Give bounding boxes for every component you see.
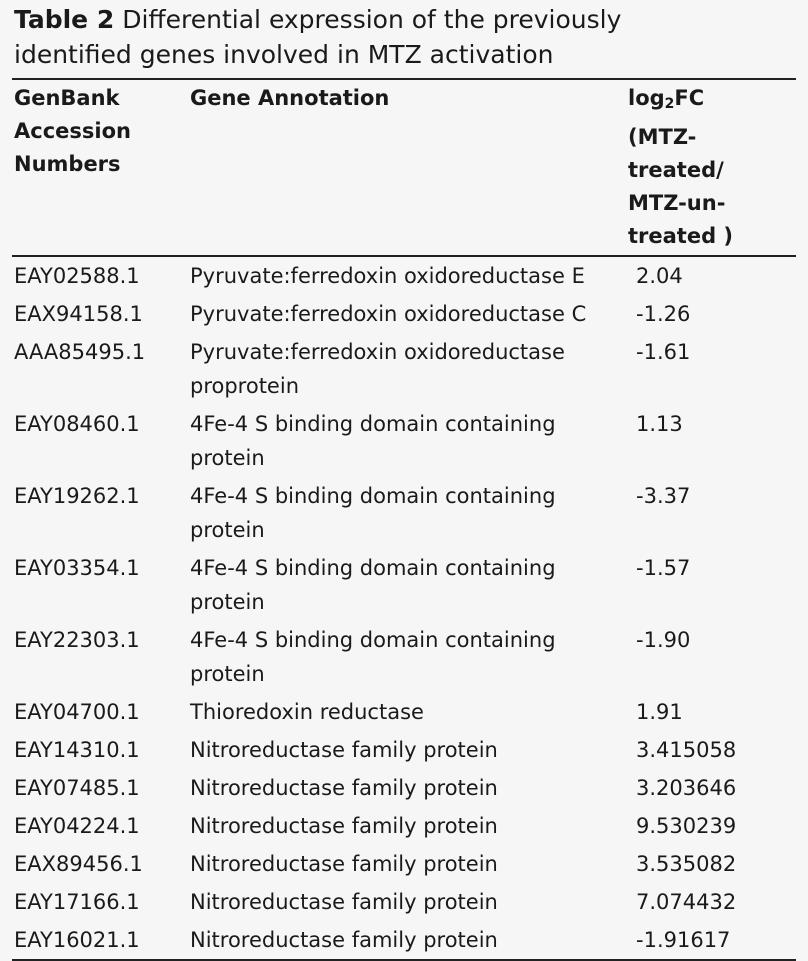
annotation-cell: 4Fe-4 S binding domain containing protei…: [190, 484, 556, 542]
accession-cell: AAA85495.1: [14, 340, 146, 364]
log-fc-cell: -1.61: [636, 340, 691, 364]
table-row: EAY08460.1 4Fe-4 S binding domain contain…: [12, 405, 796, 477]
log-fc-cell: -1.26: [636, 302, 691, 326]
caption-label: Table 2: [14, 5, 115, 34]
annotation-cell: Nitroreductase family protein: [190, 776, 498, 800]
log-fc-cell: 1.13: [636, 412, 683, 436]
annotation-cell: Nitroreductase family protein: [190, 852, 498, 876]
accession-cell: EAY02588.1: [14, 264, 140, 288]
table-row: EAX94158.1 Pyruvate:ferredoxin oxidoreduc…: [12, 295, 796, 333]
accession-cell: EAX89456.1: [14, 852, 143, 876]
annotation-cell: Nitroreductase family protein: [190, 928, 498, 952]
log-fc-cell: 2.04: [636, 264, 683, 288]
header-cell: log2FC (MTZ-treated/ MTZ-un-treated ): [626, 79, 796, 256]
table-row: EAX89456.1 Nitroreductase family protein 3…: [12, 845, 796, 883]
log-fc-cell: 1.91: [636, 700, 683, 724]
accession-cell: EAY14310.1: [14, 738, 140, 762]
accession-cell: EAY08460.1: [14, 412, 140, 436]
table-row: EAY16021.1 Nitroreductase family protein -…: [12, 921, 796, 960]
log-fc-cell: -1.91617: [636, 928, 731, 952]
header-subscript: 2: [664, 96, 675, 112]
log-fc-cell: 7.074432: [636, 890, 737, 914]
table-body: EAY02588.1 Pyruvate:ferredoxin oxidoreduc…: [12, 256, 796, 960]
accession-cell: EAY22303.1: [14, 628, 140, 652]
annotation-cell: Nitroreductase family protein: [190, 890, 498, 914]
annotation-cell: Pyruvate:ferredoxin oxidoreductase propr…: [190, 340, 565, 398]
caption-text: Differential expression of the previousl…: [14, 5, 622, 69]
table-row: EAY19262.1 4Fe-4 S binding domain contain…: [12, 477, 796, 549]
annotation-cell: 4Fe-4 S binding domain containing protei…: [190, 412, 556, 470]
annotation-cell: Pyruvate:ferredoxin oxidoreductase C: [190, 302, 587, 326]
table-row: EAY04224.1 Nitroreductase family protein 9…: [12, 807, 796, 845]
table-row: EAY07485.1 Nitroreductase family protein 3…: [12, 769, 796, 807]
accession-cell: EAY04224.1: [14, 814, 140, 838]
accession-cell: EAY17166.1: [14, 890, 140, 914]
table-header: GenBank Accession Numbers Gene Annotatio…: [12, 79, 796, 256]
annotation-cell: 4Fe-4 S binding domain containing protei…: [190, 556, 556, 614]
table-row: EAY22303.1 4Fe-4 S binding domain contain…: [12, 621, 796, 693]
header-text: log: [628, 86, 665, 110]
accession-cell: EAY07485.1: [14, 776, 140, 800]
log-fc-cell: 3.203646: [636, 776, 737, 800]
table-caption: Table 2 Differential expression of the pr…: [14, 2, 734, 72]
table-row: EAY04700.1 Thioredoxin reductase 1.91: [12, 693, 796, 731]
accession-cell: EAY19262.1: [14, 484, 140, 508]
log-fc-cell: -1.90: [636, 628, 691, 652]
annotation-cell: Thioredoxin reductase: [190, 700, 424, 724]
header-cell: GenBank Accession Numbers: [14, 86, 131, 176]
table-row: EAY14310.1 Nitroreductase family protein 3…: [12, 731, 796, 769]
annotation-cell: Pyruvate:ferredoxin oxidoreductase E: [190, 264, 585, 288]
data-table: GenBank Accession Numbers Gene Annotatio…: [12, 78, 796, 961]
table-row: AAA85495.1 Pyruvate:ferredoxin oxidoreduc…: [12, 333, 796, 405]
table-row: EAY17166.1 Nitroreductase family protein 7…: [12, 883, 796, 921]
accession-cell: EAY03354.1: [14, 556, 140, 580]
log-fc-cell: 3.415058: [636, 738, 737, 762]
annotation-cell: Nitroreductase family protein: [190, 738, 498, 762]
log-fc-cell: 3.535082: [636, 852, 737, 876]
accession-cell: EAY04700.1: [14, 700, 140, 724]
log-fc-cell: -1.57: [636, 556, 691, 580]
log-fc-cell: -3.37: [636, 484, 691, 508]
table-row: EAY03354.1 4Fe-4 S binding domain contain…: [12, 549, 796, 621]
annotation-cell: 4Fe-4 S binding domain containing protei…: [190, 628, 556, 686]
table-row: EAY02588.1 Pyruvate:ferredoxin oxidoreduc…: [12, 256, 796, 295]
log-fc-cell: 9.530239: [636, 814, 737, 838]
header-cell: Gene Annotation: [190, 86, 390, 110]
accession-cell: EAY16021.1: [14, 928, 140, 952]
accession-cell: EAX94158.1: [14, 302, 143, 326]
annotation-cell: Nitroreductase family protein: [190, 814, 498, 838]
header-text: FC (MTZ-treated/ MTZ-un-treated ): [628, 86, 734, 248]
